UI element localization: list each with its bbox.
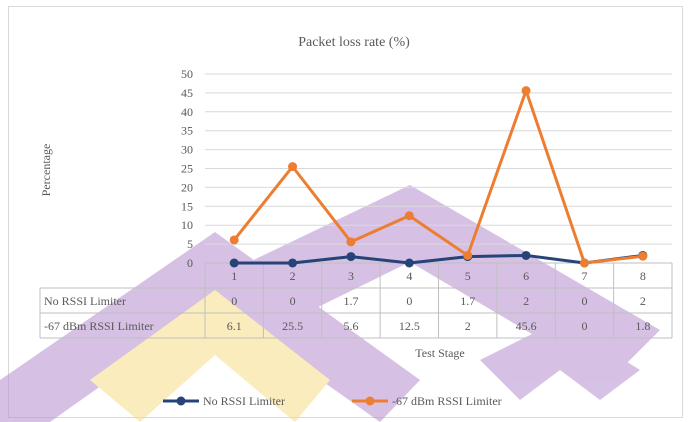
data-point	[346, 237, 356, 247]
data-point	[229, 258, 239, 268]
table-cell: 0	[581, 294, 587, 308]
table-cell: 1.7	[460, 294, 475, 308]
table-row-label: No RSSI Limiter	[44, 294, 126, 308]
x-tick-label: 2	[290, 269, 296, 283]
table-row-label: -67 dBm RSSI Limiter	[44, 319, 154, 333]
data-point	[288, 162, 298, 172]
series-line-1	[234, 253, 644, 265]
table-cell: 45.6	[516, 319, 537, 333]
table-cell: 1.8	[635, 319, 650, 333]
table-cell: 12.5	[399, 319, 420, 333]
data-point	[521, 86, 531, 96]
y-tick-label: 10	[181, 218, 193, 232]
data-point	[404, 258, 414, 268]
x-tick-label: 5	[465, 269, 471, 283]
data-point	[463, 250, 473, 260]
chart-title: Packet loss rate (%)	[298, 35, 410, 50]
x-tick-label: 4	[406, 269, 412, 283]
table-cell: 0	[290, 294, 296, 308]
legend-marker	[176, 396, 186, 406]
table-cell: 25.5	[282, 319, 303, 333]
data-point	[229, 235, 239, 245]
x-axis-label: Test Stage	[415, 346, 464, 360]
data-point	[288, 258, 298, 268]
y-tick-label: 45	[181, 86, 193, 100]
y-tick-label: 50	[181, 67, 193, 81]
y-axis-label: Percentage	[39, 144, 53, 197]
table-cell: 6.1	[227, 319, 242, 333]
gridlines	[205, 73, 672, 264]
y-tick-label: 20	[181, 180, 193, 194]
x-tick-label: 3	[348, 269, 354, 283]
data-point	[579, 258, 589, 268]
y-tick-label: 5	[187, 237, 193, 251]
table-cell: 0	[581, 319, 587, 333]
y-tick-label: 30	[181, 143, 193, 157]
table-cell: 2	[640, 294, 646, 308]
table-cell: 2	[465, 319, 471, 333]
data-point	[346, 252, 356, 262]
y-tick-label: 25	[181, 162, 193, 176]
legend-label: No RSSI Limiter	[203, 394, 285, 408]
data-point	[521, 250, 531, 260]
table-cell: 1.7	[343, 294, 358, 308]
y-tick-label: 0	[187, 256, 193, 270]
y-tick-label: 15	[181, 199, 193, 213]
legend-label: -67 dBm RSSI Limiter	[392, 394, 502, 408]
y-tick-labels: 0 5 10 15 20 25 30 35 40 45 50	[181, 67, 193, 270]
data-point	[404, 211, 414, 221]
y-tick-label: 35	[181, 124, 193, 138]
legend-marker	[365, 396, 375, 406]
series-lines	[229, 86, 648, 268]
x-tick-label: 1	[231, 269, 237, 283]
table-cell: 0	[231, 294, 237, 308]
data-point	[638, 251, 648, 261]
watermark-logo	[0, 185, 660, 422]
series-line-2	[233, 89, 643, 265]
legend: No RSSI Limiter -67 dBm RSSI Limiter	[163, 394, 502, 408]
x-tick-label: 6	[523, 269, 529, 283]
x-tick-label: 8	[640, 269, 646, 283]
table-cell: 0	[406, 294, 412, 308]
y-tick-label: 40	[181, 105, 193, 119]
table-cell: 2	[523, 294, 529, 308]
x-tick-label: 7	[581, 269, 587, 283]
table-cell: 5.6	[343, 319, 358, 333]
data-table: 1 2 3 4 5 6 7 8 No RSSI Limiter 0 0 1.7 0 1.7 2 0 2 -67 d…	[39, 262, 673, 339]
